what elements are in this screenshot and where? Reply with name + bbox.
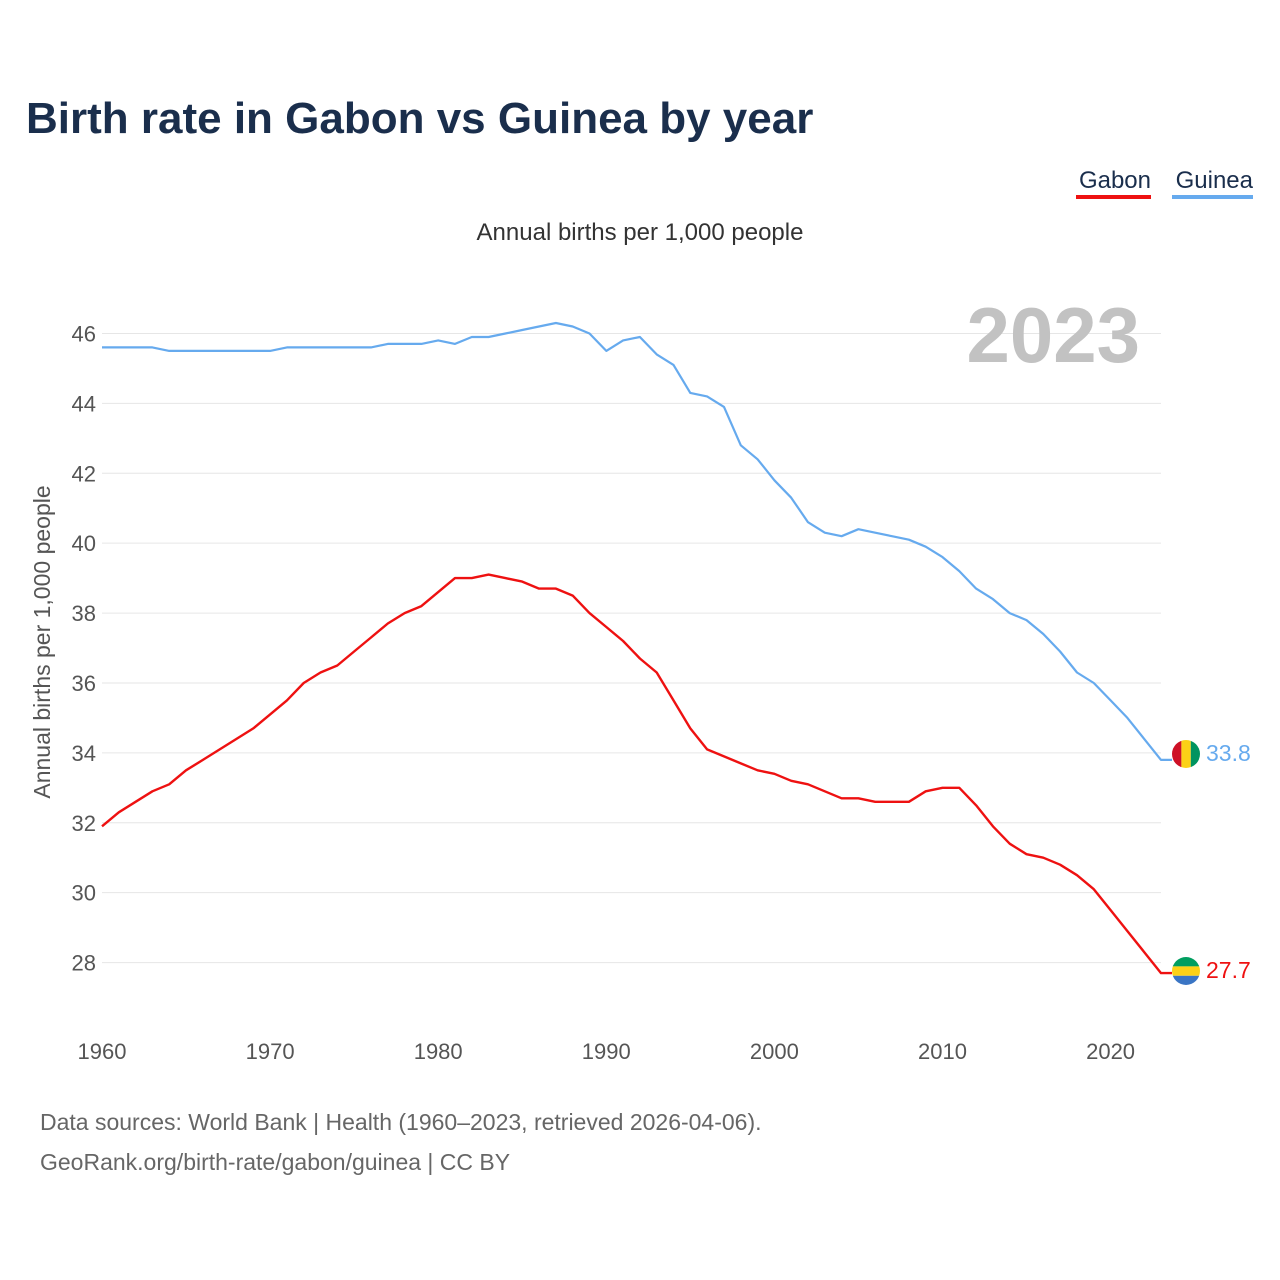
- y-tick-label: 44: [72, 391, 96, 416]
- chart-title: Birth rate in Gabon vs Guinea by year: [26, 94, 813, 143]
- x-axis-ticks: 1960 1970 1980 1990 2000 2010 2020: [78, 1039, 1136, 1064]
- legend-swatch-guinea: [1172, 195, 1253, 199]
- legend-swatch-gabon: [1076, 195, 1151, 199]
- x-tick-label: 1960: [78, 1039, 127, 1064]
- guinea-flag-icon: [1172, 740, 1200, 768]
- x-tick-label: 2000: [750, 1039, 799, 1064]
- year-watermark: 2023: [966, 291, 1140, 379]
- gabon-flag-icon: [1172, 957, 1200, 985]
- legend: Gabon Guinea: [1076, 167, 1254, 199]
- y-tick-label: 40: [72, 531, 96, 556]
- series-line-guinea: [102, 321, 1172, 762]
- x-tick-label: 1980: [414, 1039, 463, 1064]
- end-label-guinea: 33.8: [1206, 740, 1251, 766]
- chart-subtitle: Annual births per 1,000 people: [477, 219, 804, 246]
- y-tick-label: 28: [72, 951, 96, 976]
- x-tick-label: 1990: [582, 1039, 631, 1064]
- y-tick-label: 36: [72, 671, 96, 696]
- series-lines: [101, 321, 1172, 975]
- y-tick-label: 46: [72, 321, 96, 346]
- x-tick-label: 1970: [246, 1039, 295, 1064]
- x-tick-label: 2010: [918, 1039, 967, 1064]
- legend-item-gabon: Gabon: [1079, 167, 1151, 194]
- y-tick-label: 32: [72, 811, 96, 836]
- end-label-gabon: 27.7: [1206, 957, 1251, 983]
- legend-item-guinea: Guinea: [1176, 167, 1254, 194]
- y-axis-ticks: 28 30 32 34 36 38 40 42 44 46: [72, 321, 96, 975]
- y-tick-label: 38: [72, 601, 96, 626]
- y-tick-label: 30: [72, 881, 96, 906]
- y-tick-label: 34: [72, 741, 96, 766]
- series-line-gabon: [101, 573, 1172, 975]
- y-axis-label: Annual births per 1,000 people: [29, 485, 55, 798]
- x-tick-label: 2020: [1086, 1039, 1135, 1064]
- footer-attribution: GeoRank.org/birth-rate/gabon/guinea | CC…: [40, 1149, 510, 1175]
- footer-sources: Data sources: World Bank | Health (1960–…: [40, 1109, 762, 1135]
- grid-lines: [102, 332, 1161, 964]
- y-tick-label: 42: [72, 461, 96, 486]
